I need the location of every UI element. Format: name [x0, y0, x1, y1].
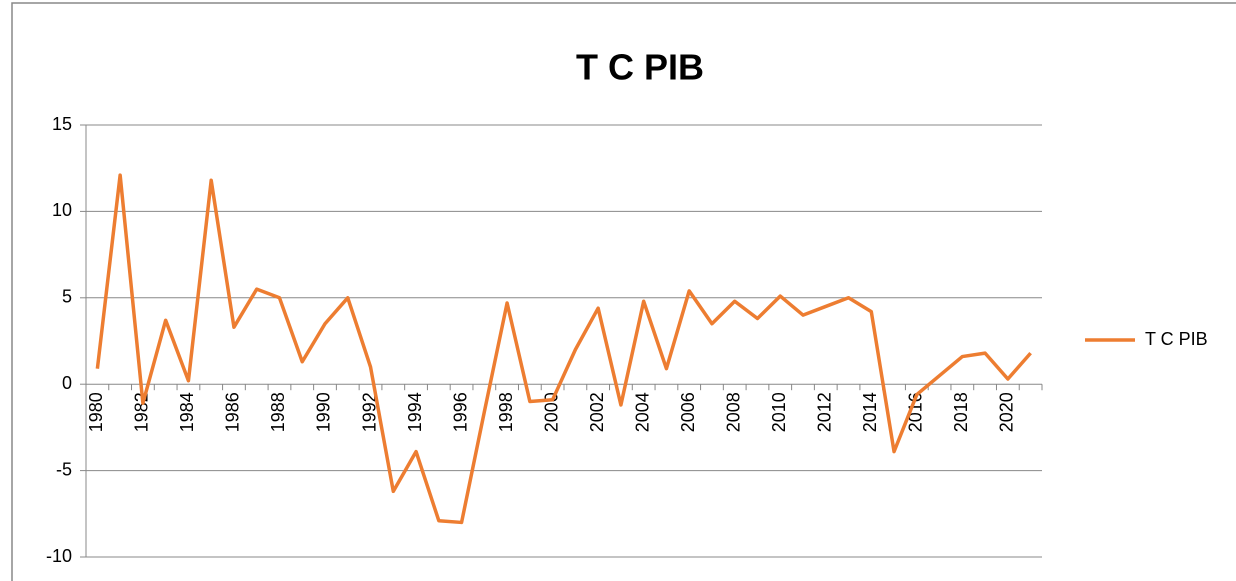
x-tick-label: 1992 — [359, 392, 379, 432]
x-tick-label: 2000 — [541, 392, 561, 432]
x-tick-label: 1982 — [132, 392, 152, 432]
x-tick-label: 1988 — [268, 392, 288, 432]
x-tick-label: 1990 — [314, 392, 334, 432]
y-tick-label: 5 — [62, 287, 72, 307]
x-tick-label: 1986 — [223, 392, 243, 432]
legend-label: T C PIB — [1145, 329, 1208, 349]
x-tick-label: 2018 — [951, 392, 971, 432]
x-tick-label: 2014 — [860, 392, 880, 432]
x-tick-label: 2006 — [678, 392, 698, 432]
x-tick-label: 1998 — [496, 392, 516, 432]
x-tick-label: 2010 — [769, 392, 789, 432]
x-tick-label: 1996 — [450, 392, 470, 432]
y-tick-label: 15 — [52, 114, 72, 134]
x-tick-label: 2008 — [723, 392, 743, 432]
x-tick-label: 2004 — [632, 392, 652, 432]
data-line — [95, 173, 1032, 525]
x-tick-label: 1984 — [177, 392, 197, 432]
x-tick-label: 2002 — [587, 392, 607, 432]
y-tick-label: 10 — [52, 200, 72, 220]
x-tick-label: 2012 — [815, 392, 835, 432]
x-tick-label: 1994 — [405, 392, 425, 432]
x-tick-label: 2020 — [997, 392, 1017, 432]
y-tick-label: 0 — [62, 373, 72, 393]
chart-frame — [11, 2, 1236, 581]
x-tick-label: 1980 — [86, 392, 106, 432]
x-tick-label: 2016 — [906, 392, 926, 432]
chart-title: T C PIB — [576, 47, 704, 88]
y-tick-label: -5 — [56, 459, 72, 479]
y-tick-label: -10 — [46, 546, 72, 566]
